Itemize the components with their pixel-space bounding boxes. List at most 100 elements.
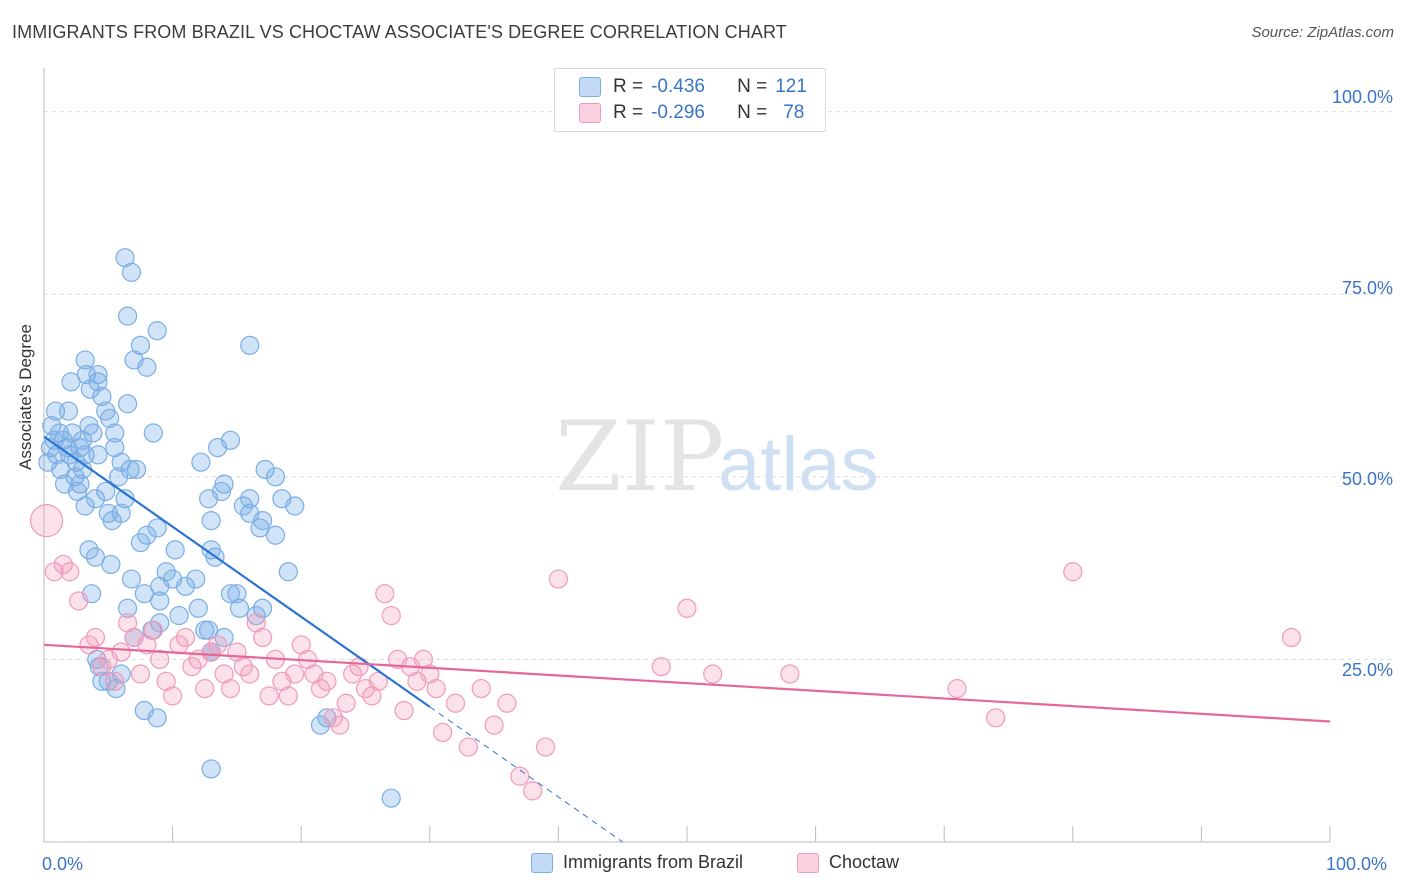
legend-item-brazil[interactable]: Immigrants from Brazil <box>531 852 743 873</box>
data-point <box>220 430 241 450</box>
data-point <box>375 584 395 604</box>
y-axis-label: Associate's Degree <box>16 324 35 470</box>
data-point <box>233 496 253 516</box>
data-point <box>111 642 131 662</box>
axes <box>43 68 1331 843</box>
chart-title: IMMIGRANTS FROM BRAZIL VS CHOCTAW ASSOCI… <box>12 22 787 42</box>
data-point <box>130 335 151 355</box>
legend-n-label: N = <box>737 76 768 97</box>
legend-item-choctaw[interactable]: Choctaw <box>797 852 899 873</box>
data-point <box>220 679 241 699</box>
data-point <box>106 679 126 699</box>
data-point <box>343 664 363 684</box>
data-point <box>201 642 221 662</box>
data-point <box>310 679 331 699</box>
data-point <box>88 445 108 465</box>
data-point <box>229 598 250 618</box>
data-point <box>471 679 491 699</box>
data-point <box>117 394 138 414</box>
watermark-zip: ZIP <box>555 401 724 513</box>
data-point <box>117 598 138 618</box>
data-point <box>60 562 80 582</box>
data-point <box>111 503 131 523</box>
data-point <box>147 518 167 538</box>
data-point <box>76 364 97 385</box>
data-point <box>201 759 221 779</box>
data-point <box>169 605 189 626</box>
data-point <box>182 657 202 677</box>
y-tick-label: 75.0% <box>1341 278 1393 298</box>
legend-r-label: R = <box>613 102 644 123</box>
trend-lines <box>43 435 1331 843</box>
data-point <box>165 540 185 560</box>
data-point <box>394 700 414 721</box>
data-point <box>265 525 286 545</box>
data-point <box>211 481 232 502</box>
data-point <box>143 423 163 443</box>
data-point <box>75 496 95 516</box>
data-point <box>240 489 260 509</box>
x-tick-label: 100.0% <box>1326 854 1388 874</box>
legend-label-brazil: Immigrants from Brazil <box>563 852 744 872</box>
data-point <box>150 613 170 633</box>
y-tick-label: 50.0% <box>1341 469 1393 489</box>
data-point <box>121 262 142 282</box>
data-point <box>88 364 108 385</box>
data-point <box>677 598 697 618</box>
data-point <box>195 679 215 699</box>
legend-swatch-brazil <box>579 77 601 97</box>
legend-swatch-choctaw <box>579 103 601 123</box>
data-point <box>208 635 228 655</box>
data-point <box>29 504 64 538</box>
data-point <box>1063 562 1083 582</box>
data-point <box>188 598 208 618</box>
data-point <box>330 715 350 735</box>
data-point <box>484 715 504 735</box>
data-point <box>137 357 157 377</box>
data-point <box>85 489 106 509</box>
data-point <box>285 496 305 516</box>
data-point <box>121 569 142 589</box>
data-point <box>130 664 151 684</box>
data-point <box>130 532 151 553</box>
data-point <box>947 679 967 699</box>
data-point <box>285 664 305 684</box>
data-point <box>651 657 671 677</box>
data-point <box>85 547 106 567</box>
data-point <box>186 569 206 589</box>
data-point <box>323 708 343 728</box>
data-point <box>61 372 81 392</box>
data-point <box>83 423 103 443</box>
data-point <box>703 664 723 684</box>
y-tick-label: 100.0% <box>1331 87 1393 107</box>
data-point <box>426 679 446 699</box>
data-point <box>58 401 79 421</box>
legend-n-value: 121 <box>775 76 807 97</box>
watermark: ZIP atlas <box>555 401 879 513</box>
legend-row-brazil: R = -0.436 N = 121 <box>579 75 807 99</box>
data-point <box>111 664 131 684</box>
data-point <box>53 554 73 575</box>
data-point <box>134 584 154 604</box>
y-tick-label: 25.0% <box>1341 660 1393 680</box>
data-point <box>240 335 260 355</box>
data-point <box>381 788 401 808</box>
data-point <box>240 503 260 523</box>
data-point <box>117 306 138 326</box>
data-point <box>510 766 530 786</box>
data-point <box>317 671 337 691</box>
legend-swatch-brazil <box>531 852 553 873</box>
data-point <box>246 605 266 626</box>
legend-label-choctaw: Choctaw <box>829 852 900 872</box>
data-point <box>175 627 196 648</box>
data-point <box>85 627 106 648</box>
data-point <box>368 671 388 691</box>
data-point <box>126 459 147 480</box>
data-point <box>220 584 241 604</box>
stats-legend: R = -0.436 N = 121 R = -0.296 N = 78 <box>554 68 826 132</box>
data-point <box>69 591 89 611</box>
data-point <box>147 321 167 341</box>
data-point <box>99 408 120 428</box>
data-point <box>108 467 129 487</box>
